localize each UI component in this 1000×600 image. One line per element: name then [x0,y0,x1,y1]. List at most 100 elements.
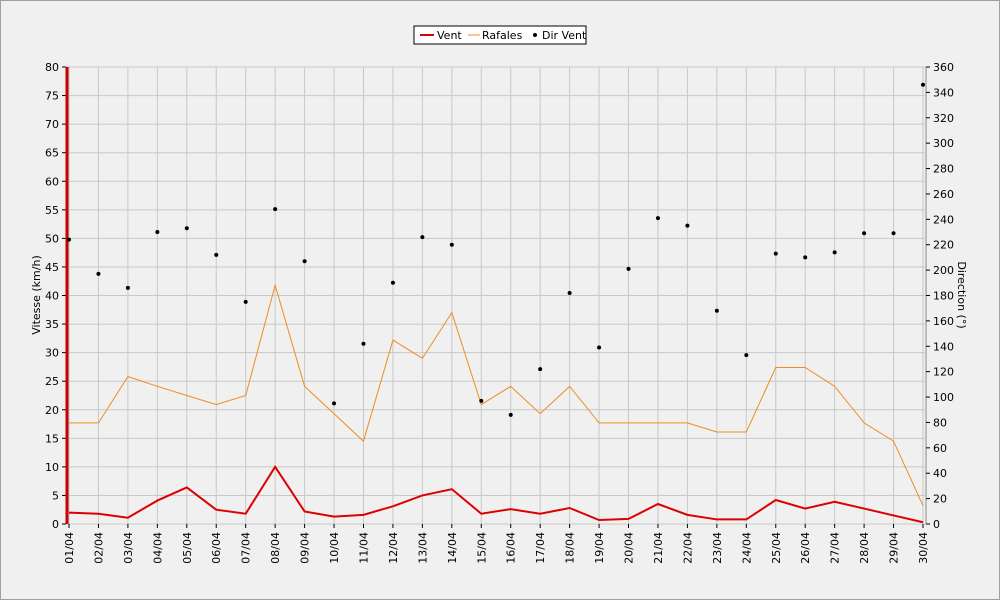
x-tick-label-12: 13/04 [416,532,429,564]
series-layer [67,82,925,524]
legend-box [413,25,587,45]
series-point-dir-vent-8 [302,259,307,264]
x-tick-label-6: 07/04 [240,532,253,564]
x-tick-label-0: 01/04 [63,532,76,564]
series-point-dir-vent-6 [243,299,248,304]
x-tick-label-24: 25/04 [770,532,783,564]
series-point-dir-vent-24 [773,251,778,256]
x-tick-label-26: 27/04 [829,532,842,564]
x-tick-label-2: 03/04 [122,532,135,564]
series-point-dir-vent-12 [420,235,425,240]
series-point-dir-vent-22 [714,308,719,313]
x-tick-label-5: 06/04 [210,532,223,564]
series-point-dir-vent-13 [449,242,454,247]
x-tick-label-28: 29/04 [888,532,901,564]
y-tick-label-0: 0 [52,518,59,531]
y2-tick-label-8: 160 [933,315,954,328]
y2-tick-label-13: 260 [933,188,954,201]
y2-tick-label-5: 100 [933,391,954,404]
series-point-dir-vent-28 [891,231,896,236]
series-point-dir-vent-10 [361,341,366,346]
series-point-dir-vent-27 [862,231,867,236]
series-point-dir-vent-16 [538,367,543,372]
series-point-dir-vent-14 [479,398,484,403]
left-axis: 0 5 10 15 20 25 30 35 40 45 50 55 60 65 70 75 80 [45,61,66,531]
y2-tick-label-16: 320 [933,112,954,125]
y-tick-label-13: 65 [45,147,59,160]
y-tick-label-9: 45 [45,261,59,274]
series-point-dir-vent-5 [214,252,219,257]
x-tick-label-21: 22/04 [681,532,694,564]
series-point-dir-vent-17 [567,290,572,295]
y-tick-label-15: 75 [45,90,59,103]
y2-tick-label-0: 0 [933,518,940,531]
series-point-dir-vent-4 [184,226,189,231]
x-tick-label-23: 24/04 [740,532,753,564]
series-point-dir-vent-19 [626,266,631,271]
y2-tick-label-18: 360 [933,61,954,74]
y2-tick-label-4: 80 [933,416,947,429]
series-point-dir-vent-1 [96,271,101,276]
y2-tick-label-17: 340 [933,86,954,99]
y2-tick-label-3: 60 [933,442,947,455]
legend-label-vent: Vent [437,29,462,42]
x-tick-label-25: 26/04 [799,532,812,564]
y-tick-label-3: 15 [45,432,59,445]
y2-tick-label-6: 120 [933,366,954,379]
series-line-vent [68,465,924,524]
x-tick-label-29: 30/04 [917,532,930,564]
series-point-dir-vent-20 [655,216,660,221]
y-tick-label-1: 5 [52,489,59,502]
y-tick-label-10: 50 [45,232,59,245]
y-tick-label-11: 55 [45,204,59,217]
x-tick-label-3: 04/04 [151,532,164,564]
legend-label-dir-vent: Dir Vent [542,29,587,42]
x-axis: 01/04 02/04 03/04 04/04 05/04 06/04 07/04 08/04… [63,524,930,564]
legend: Vent Rafales Dir Vent [413,25,587,45]
y2-tick-label-2: 40 [933,467,947,480]
y-tick-label-12: 60 [45,175,59,188]
series-point-dir-vent-26 [832,250,837,255]
legend-swatch-dir-vent [533,33,537,37]
series-point-dir-vent-21 [685,223,690,228]
x-tick-label-13: 14/04 [446,532,459,564]
x-tick-label-7: 08/04 [269,532,282,564]
series-point-dir-vent-7 [273,207,278,212]
y2-tick-label-9: 180 [933,290,954,303]
series-line-rafales [69,283,924,506]
y2-tick-label-10: 200 [933,264,954,277]
series-point-dir-vent-29 [921,82,925,87]
y-axis-title: Vitesse (km/h) [30,255,43,335]
x-tick-label-19: 20/04 [623,532,636,564]
y-tick-label-14: 70 [45,118,59,131]
right-axis: 0 20 40 60 80 100 120 140 160 180 200 220 240 260 280 3… [926,61,954,531]
y2-tick-label-11: 220 [933,239,954,252]
x-tick-label-18: 19/04 [593,532,606,564]
x-tick-label-4: 05/04 [181,532,194,564]
x-tick-label-8: 09/04 [299,532,312,564]
x-tick-label-16: 17/04 [534,532,547,564]
x-tick-label-17: 18/04 [564,532,577,564]
series-point-dir-vent-9 [332,401,337,406]
y2-axis-title: Direction (°) [955,261,968,328]
x-tick-label-10: 11/04 [357,532,370,564]
series-point-dir-vent-11 [390,280,395,285]
series-point-dir-vent-23 [744,353,749,358]
x-tick-label-22: 23/04 [711,532,724,564]
y2-tick-label-15: 300 [933,137,954,150]
y2-tick-label-1: 20 [933,493,947,506]
y-tick-label-4: 20 [45,404,59,417]
y2-tick-label-7: 140 [933,340,954,353]
y2-tick-label-12: 240 [933,213,954,226]
y-tick-label-6: 30 [45,347,59,360]
y-tick-label-16: 80 [45,61,59,74]
x-tick-label-27: 28/04 [858,532,871,564]
legend-label-rafales: Rafales [482,29,523,42]
x-tick-label-20: 21/04 [652,532,665,564]
x-tick-label-1: 02/04 [92,532,105,564]
series-point-dir-vent-15 [508,412,513,417]
x-tick-label-11: 12/04 [387,532,400,564]
grid [66,66,926,525]
series-point-dir-vent-3 [155,230,160,235]
